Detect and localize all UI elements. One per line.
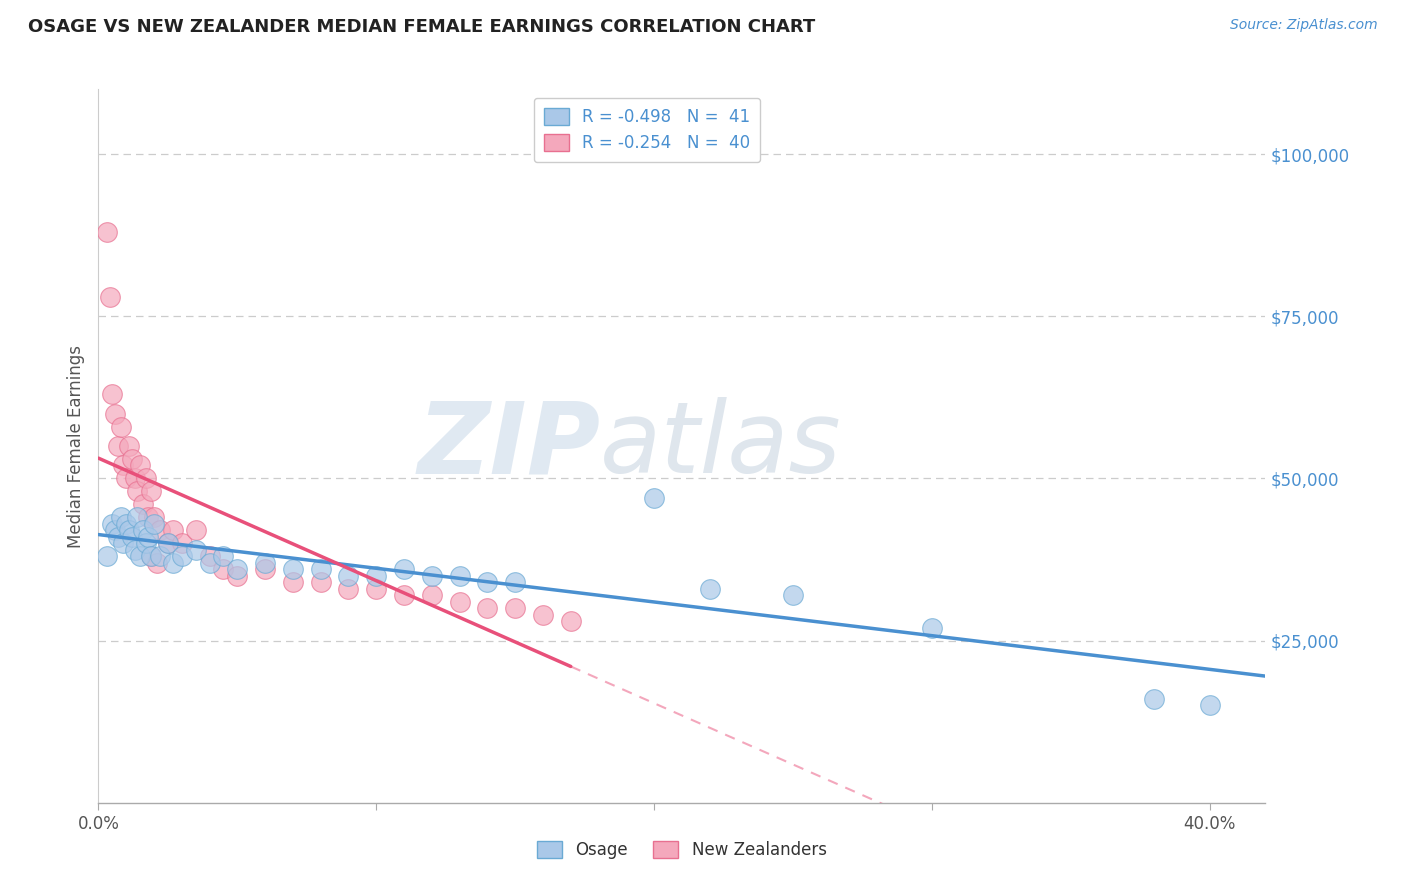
Point <box>449 595 471 609</box>
Y-axis label: Median Female Earnings: Median Female Earnings <box>66 344 84 548</box>
Point <box>337 582 360 596</box>
Point <box>366 582 388 596</box>
Point <box>143 516 166 531</box>
Point <box>184 524 207 538</box>
Point <box>118 439 141 453</box>
Point <box>135 536 157 550</box>
Text: ZIP: ZIP <box>418 398 600 494</box>
Point <box>560 614 582 628</box>
Point <box>107 530 129 544</box>
Point <box>156 536 179 550</box>
Point <box>98 290 121 304</box>
Point <box>212 549 235 564</box>
Point <box>115 516 138 531</box>
Point <box>127 484 149 499</box>
Point <box>148 549 170 564</box>
Point <box>143 510 166 524</box>
Point <box>1143 692 1166 706</box>
Point <box>281 562 304 576</box>
Point <box>198 549 221 564</box>
Point <box>124 471 146 485</box>
Point <box>124 542 146 557</box>
Point <box>366 568 388 582</box>
Point <box>170 549 193 564</box>
Point <box>110 510 132 524</box>
Point <box>392 588 415 602</box>
Point <box>420 588 443 602</box>
Point <box>226 568 249 582</box>
Point <box>162 556 184 570</box>
Point <box>129 458 152 473</box>
Point <box>141 549 163 564</box>
Point <box>138 510 160 524</box>
Text: atlas: atlas <box>600 398 842 494</box>
Point <box>782 588 804 602</box>
Point <box>141 484 163 499</box>
Point <box>337 568 360 582</box>
Point <box>121 530 143 544</box>
Point <box>132 497 155 511</box>
Point <box>198 556 221 570</box>
Point <box>254 556 277 570</box>
Point <box>96 549 118 564</box>
Point <box>121 452 143 467</box>
Point <box>503 575 526 590</box>
Point <box>112 458 135 473</box>
Point <box>309 562 332 576</box>
Point <box>392 562 415 576</box>
Point <box>129 549 152 564</box>
Point <box>118 524 141 538</box>
Point <box>104 524 127 538</box>
Text: OSAGE VS NEW ZEALANDER MEDIAN FEMALE EARNINGS CORRELATION CHART: OSAGE VS NEW ZEALANDER MEDIAN FEMALE EAR… <box>28 18 815 36</box>
Point <box>477 575 499 590</box>
Point <box>449 568 471 582</box>
Point <box>156 536 179 550</box>
Point <box>921 621 943 635</box>
Legend: Osage, New Zealanders: Osage, New Zealanders <box>530 834 834 866</box>
Point <box>104 407 127 421</box>
Point <box>110 419 132 434</box>
Point <box>148 524 170 538</box>
Point <box>531 607 554 622</box>
Point <box>146 556 169 570</box>
Point <box>184 542 207 557</box>
Point <box>420 568 443 582</box>
Point <box>170 536 193 550</box>
Point <box>101 387 124 401</box>
Point <box>138 530 160 544</box>
Point <box>477 601 499 615</box>
Point <box>643 491 665 505</box>
Point <box>309 575 332 590</box>
Point <box>107 439 129 453</box>
Point <box>226 562 249 576</box>
Point <box>141 549 163 564</box>
Point <box>112 536 135 550</box>
Point <box>162 524 184 538</box>
Point <box>503 601 526 615</box>
Point <box>699 582 721 596</box>
Point <box>115 471 138 485</box>
Point <box>212 562 235 576</box>
Point <box>132 524 155 538</box>
Point <box>254 562 277 576</box>
Point <box>127 510 149 524</box>
Point <box>281 575 304 590</box>
Point <box>135 471 157 485</box>
Point <box>1198 698 1220 713</box>
Point <box>96 225 118 239</box>
Point <box>101 516 124 531</box>
Text: Source: ZipAtlas.com: Source: ZipAtlas.com <box>1230 18 1378 32</box>
